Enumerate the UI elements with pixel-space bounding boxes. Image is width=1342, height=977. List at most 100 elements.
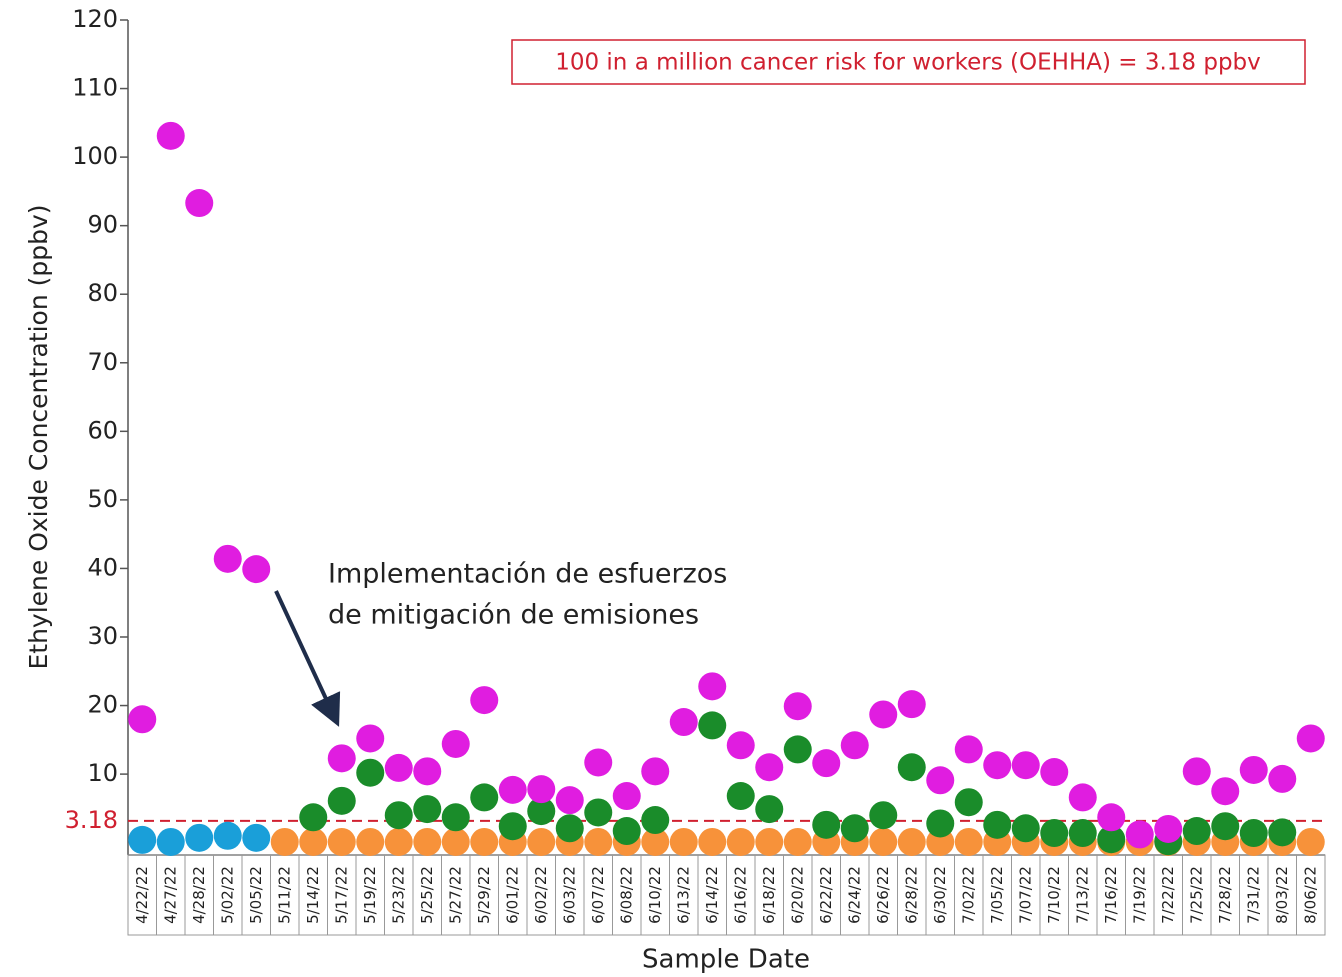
marker bbox=[1097, 825, 1126, 854]
x-tick-label: 6/20/22 bbox=[788, 866, 806, 924]
marker bbox=[185, 823, 214, 852]
x-tick-label: 5/14/22 bbox=[304, 866, 322, 924]
marker bbox=[327, 786, 356, 815]
y-tick-label: 30 bbox=[87, 622, 118, 650]
marker bbox=[1154, 814, 1183, 843]
x-tick-label: 6/28/22 bbox=[902, 866, 920, 924]
marker bbox=[441, 827, 470, 856]
marker bbox=[698, 711, 727, 740]
x-tick-label: 7/25/22 bbox=[1187, 866, 1205, 924]
marker bbox=[869, 827, 898, 856]
marker bbox=[1097, 803, 1126, 832]
x-tick-label: 4/28/22 bbox=[190, 866, 208, 924]
x-tick-label: 7/16/22 bbox=[1102, 866, 1120, 924]
marker bbox=[897, 690, 926, 719]
marker bbox=[128, 705, 157, 734]
x-tick-label: 6/16/22 bbox=[731, 866, 749, 924]
marker bbox=[1125, 820, 1154, 849]
marker bbox=[612, 782, 641, 811]
marker bbox=[498, 812, 527, 841]
y-tick-label: 100 bbox=[72, 142, 118, 170]
marker bbox=[783, 827, 812, 856]
y-tick-label: 10 bbox=[87, 759, 118, 787]
marker bbox=[384, 827, 413, 856]
x-tick-label: 6/26/22 bbox=[874, 866, 892, 924]
marker bbox=[584, 748, 613, 777]
marker bbox=[1296, 827, 1325, 856]
annotation: de mitigación de emisiones bbox=[328, 600, 699, 631]
marker bbox=[584, 798, 613, 827]
x-tick-label: 5/25/22 bbox=[418, 866, 436, 924]
marker bbox=[384, 753, 413, 782]
marker bbox=[527, 827, 556, 856]
marker bbox=[470, 783, 499, 812]
x-tick-label: 6/10/22 bbox=[646, 866, 664, 924]
marker bbox=[356, 758, 385, 787]
x-tick-label: 5/17/22 bbox=[332, 866, 350, 924]
marker bbox=[1239, 819, 1268, 848]
marker bbox=[527, 797, 556, 826]
marker bbox=[384, 801, 413, 830]
marker bbox=[584, 827, 613, 856]
marker bbox=[299, 827, 328, 856]
marker bbox=[413, 827, 442, 856]
x-tick-label: 7/10/22 bbox=[1045, 866, 1063, 924]
x-tick-label: 7/31/22 bbox=[1244, 866, 1262, 924]
x-tick-label: 7/22/22 bbox=[1159, 866, 1177, 924]
marker bbox=[356, 724, 385, 753]
marker bbox=[441, 729, 470, 758]
marker bbox=[698, 672, 727, 701]
marker bbox=[1068, 819, 1097, 848]
reference-label: 3.18 bbox=[65, 806, 118, 834]
marker bbox=[755, 753, 784, 782]
marker bbox=[926, 809, 955, 838]
marker bbox=[327, 827, 356, 856]
marker bbox=[1040, 758, 1069, 787]
marker bbox=[1011, 751, 1040, 780]
marker bbox=[441, 803, 470, 832]
marker bbox=[185, 189, 214, 218]
y-tick-label: 60 bbox=[87, 416, 118, 444]
x-tick-label: 7/05/22 bbox=[988, 866, 1006, 924]
marker bbox=[156, 827, 185, 856]
x-tick-label: 7/02/22 bbox=[959, 866, 977, 924]
x-tick-label: 5/02/22 bbox=[218, 866, 236, 924]
marker bbox=[498, 775, 527, 804]
x-tick-label: 6/22/22 bbox=[817, 866, 835, 924]
marker bbox=[612, 817, 641, 846]
marker bbox=[555, 786, 584, 815]
marker bbox=[1068, 783, 1097, 812]
marker bbox=[242, 823, 271, 852]
marker bbox=[242, 555, 271, 584]
marker bbox=[669, 827, 698, 856]
marker bbox=[128, 825, 157, 854]
reference-note: 100 in a million cancer risk for workers… bbox=[555, 50, 1261, 76]
marker bbox=[869, 700, 898, 729]
marker bbox=[812, 749, 841, 778]
marker bbox=[299, 803, 328, 832]
marker bbox=[470, 686, 499, 715]
y-tick-label: 40 bbox=[87, 553, 118, 581]
marker bbox=[1268, 764, 1297, 793]
marker bbox=[755, 827, 784, 856]
marker bbox=[1182, 817, 1211, 846]
marker bbox=[641, 806, 670, 835]
marker bbox=[897, 753, 926, 782]
x-tick-label: 6/02/22 bbox=[532, 866, 550, 924]
marker bbox=[1211, 812, 1240, 841]
x-tick-label: 5/29/22 bbox=[475, 866, 493, 924]
annotation-arrow bbox=[274, 590, 341, 727]
x-tick-label: 7/07/22 bbox=[1016, 866, 1034, 924]
marker bbox=[270, 827, 299, 856]
marker bbox=[755, 795, 784, 824]
y-tick-label: 110 bbox=[72, 74, 118, 102]
marker bbox=[954, 735, 983, 764]
x-tick-label: 5/05/22 bbox=[247, 866, 265, 924]
x-axis-title: Sample Date bbox=[642, 945, 810, 975]
marker bbox=[555, 814, 584, 843]
x-tick-label: 4/27/22 bbox=[161, 866, 179, 924]
annotation: Implementación de esfuerzos bbox=[328, 559, 727, 590]
marker bbox=[1040, 819, 1069, 848]
x-tick-label: 6/08/22 bbox=[617, 866, 635, 924]
